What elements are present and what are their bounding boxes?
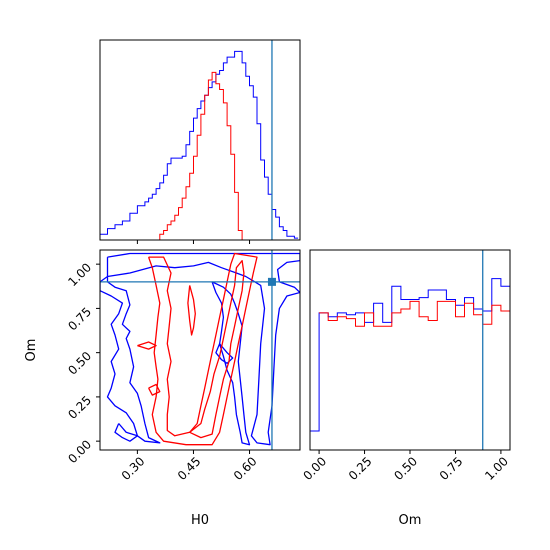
hist-om-xtick-label-2: 0.50 (391, 454, 420, 483)
hist-om-series-red (319, 300, 511, 450)
x-axis-label-om: Om (399, 513, 422, 528)
axis-labels: H0 Om Om (24, 339, 421, 528)
contour-red-2 (187, 285, 196, 336)
contour-red-0 (147, 252, 258, 446)
contour-truth-marker (267, 277, 276, 286)
contour-blue-2 (215, 343, 234, 364)
hist-om-xtick-label-4: 1.00 (482, 454, 511, 483)
contour-ytick-label-1: 0.25 (65, 393, 94, 422)
hist-h0-series-red (100, 71, 246, 241)
contour-xtick-label-0: 0.30 (119, 454, 148, 483)
contour-ytick-label-2: 0.50 (65, 349, 94, 378)
contour-xtick-label-1: 0.45 (175, 454, 204, 483)
contour-blue-0 (100, 252, 300, 446)
panel-hist-om: 0.00 0.25 0.50 0.75 1.00 (300, 249, 511, 483)
hist-h0-series-blue (100, 50, 299, 239)
contour-blue-1 (211, 281, 251, 446)
panel-contour-h0-om: 0.30 0.45 0.60 0.00 0.25 0.50 0.75 1.00 (65, 249, 301, 483)
y-axis-label-om: Om (24, 339, 39, 362)
contour-ytick-label-0: 0.00 (65, 437, 94, 466)
hist-om-xtick-label-0: 0.00 (300, 454, 329, 483)
hist-om-frame (309, 249, 511, 451)
contour-red-3 (137, 341, 157, 350)
hist-om-xtick-label-1: 0.25 (346, 454, 375, 483)
contour-ytick-label-4: 1.00 (65, 260, 94, 289)
x-axis-label-h0: H0 (191, 513, 209, 528)
contour-xtick-label-2: 0.60 (231, 454, 260, 483)
hist-h0-frame (99, 39, 301, 241)
contour-clip-group (100, 252, 300, 446)
contour-blue-3 (114, 423, 139, 442)
contour-red-4 (148, 383, 161, 396)
panel-hist-h0 (99, 39, 301, 244)
contour-red-1 (189, 259, 245, 439)
hist-om-xtick-label-3: 0.75 (437, 454, 466, 483)
contour-frame (99, 249, 301, 451)
contour-ytick-label-3: 0.75 (65, 305, 94, 334)
